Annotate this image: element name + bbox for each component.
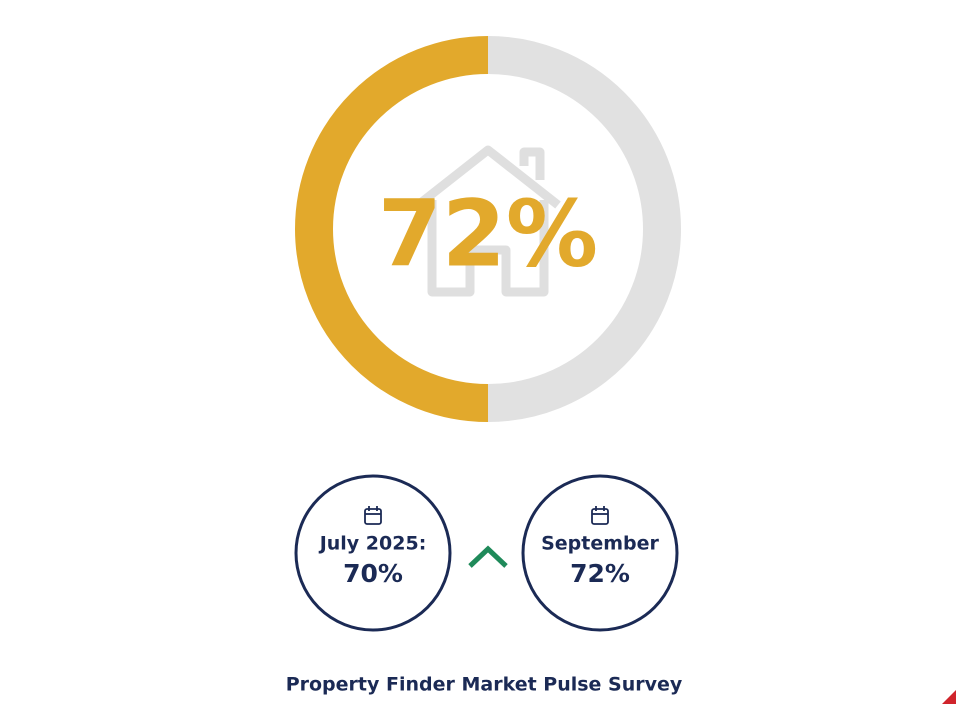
calendar-icon: [364, 506, 382, 525]
period-circle: [521, 474, 679, 632]
ring: [295, 36, 681, 422]
house-icon: [415, 145, 561, 297]
period-label: July 2025:: [318, 533, 427, 555]
up-chevron: [468, 545, 508, 568]
gauge-value: 72%: [378, 180, 598, 287]
source-footer: Property Finder Market Pulse Survey: [286, 674, 683, 696]
period-circle: [294, 474, 452, 632]
corner-mark: [942, 690, 956, 704]
period-value: 72%: [570, 559, 630, 588]
calendar-icon: [591, 506, 609, 525]
comparison-left: July 2025: 70%: [294, 474, 452, 632]
ring-gold-half: [295, 36, 489, 422]
comparison-right: September 72%: [521, 474, 679, 632]
period-value: 70%: [343, 559, 403, 588]
period-label: September: [541, 533, 659, 555]
ring-grey-half: [487, 36, 681, 422]
